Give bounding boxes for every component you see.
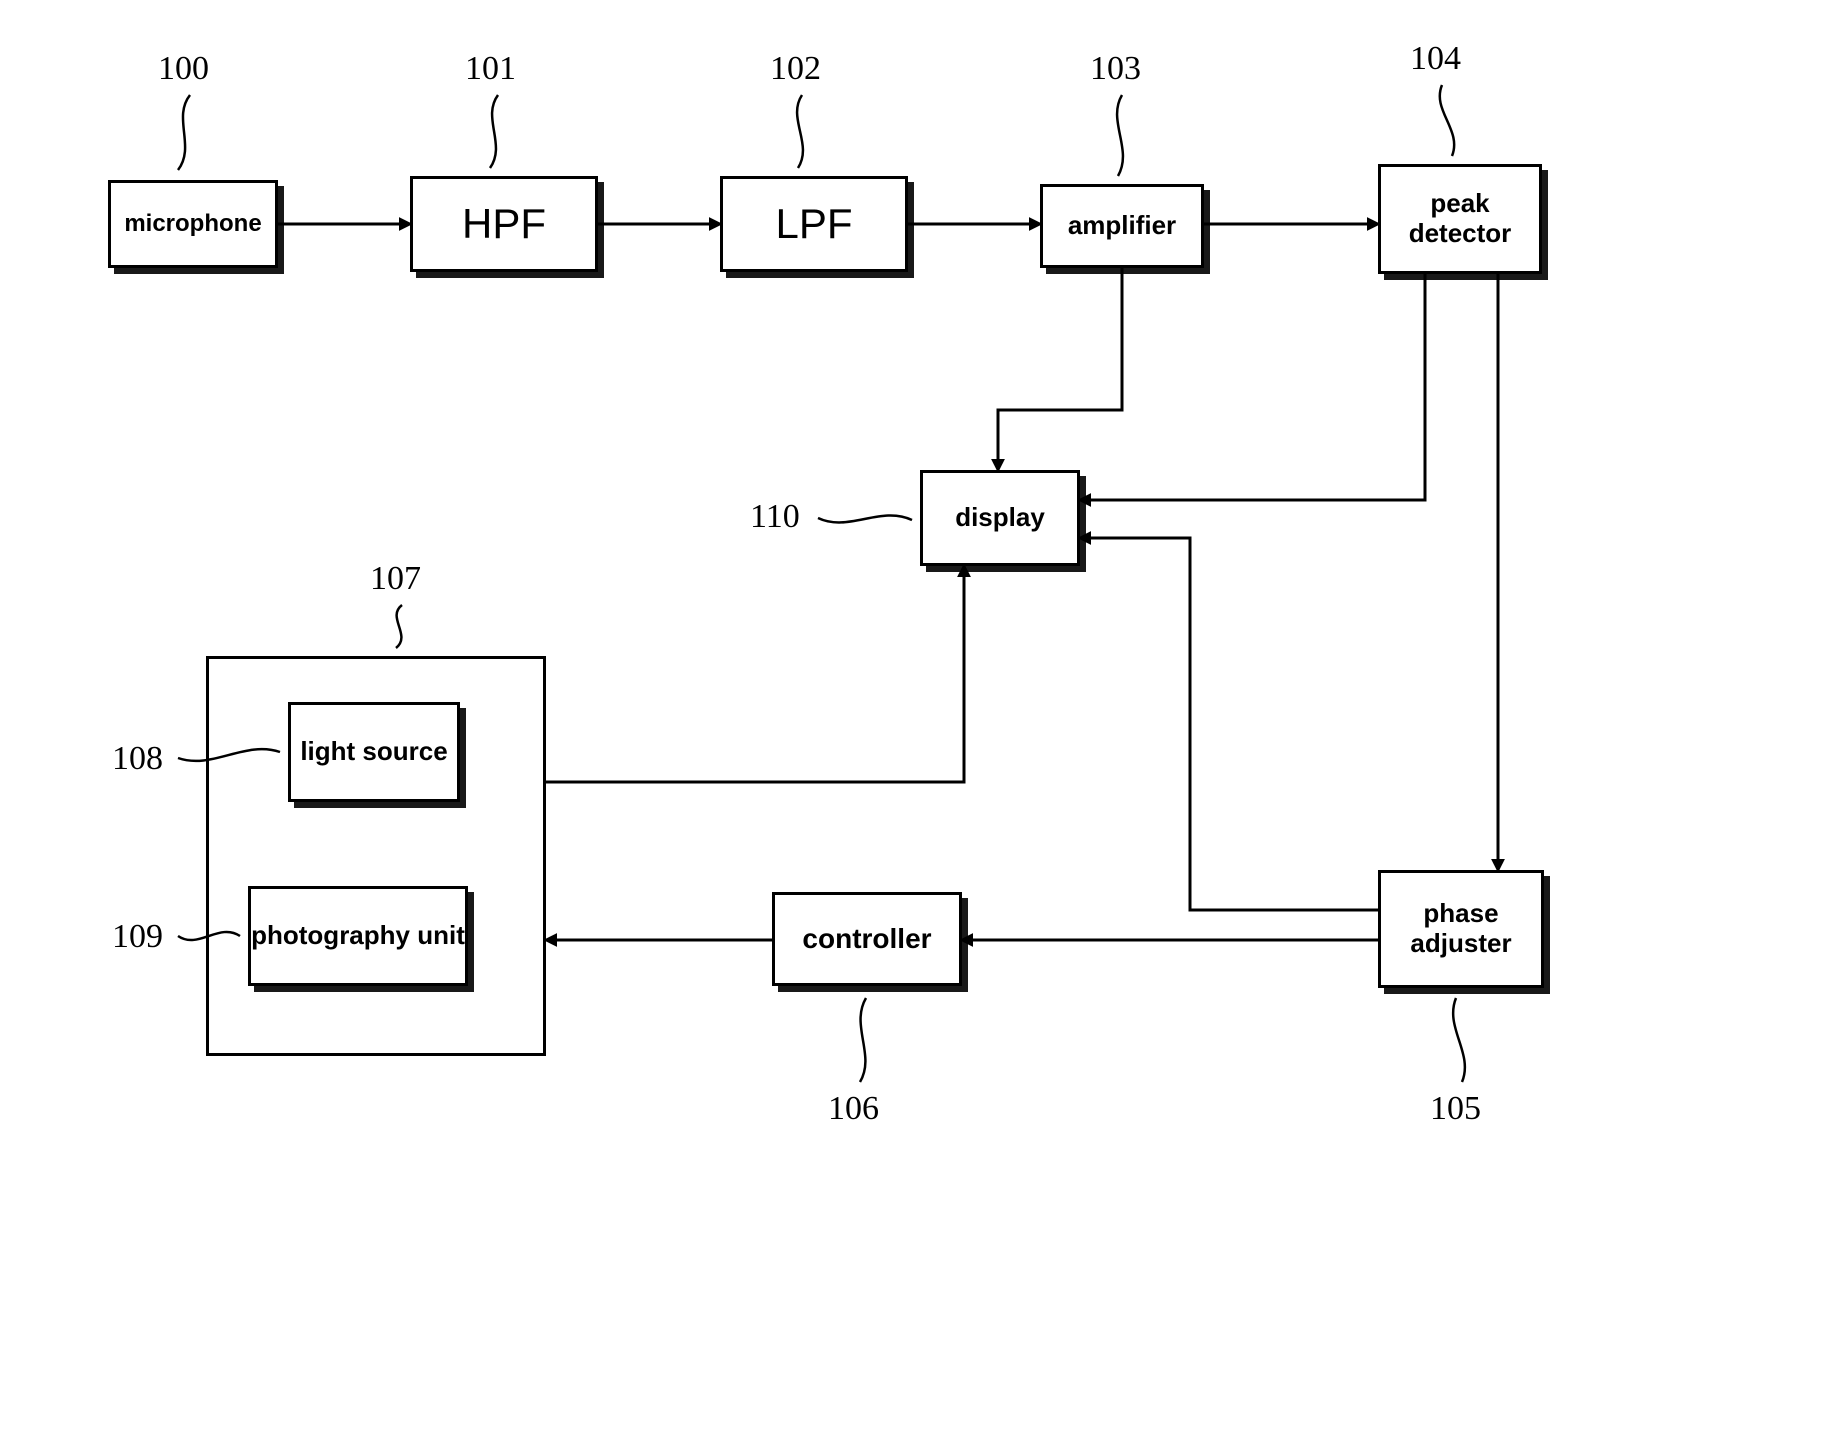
ref-label-105: 105 [1430,1090,1481,1128]
ref-label-110: 110 [750,498,800,536]
node-lpf: LPF [720,176,908,272]
leader-106 [860,998,866,1082]
node-microphone: microphone [108,180,278,268]
leader-104 [1440,85,1454,156]
node-light-source: light source [288,702,460,802]
node-label: display [955,503,1045,533]
ref-label-100: 100 [158,50,209,88]
leader-105 [1453,998,1465,1082]
ref-label-108: 108 [112,740,163,778]
edge-n107-to-n110 [546,566,964,782]
node-hpf: HPF [410,176,598,272]
node-peak-detector: peak detector [1378,164,1542,274]
node-amplifier: amplifier [1040,184,1204,268]
leader-100 [178,95,190,170]
edge-n104-to-n110 [1080,274,1425,500]
node-label: peak detector [1381,189,1539,249]
node-display: display [920,470,1080,566]
block-diagram: microphone 100 HPF 101 LPF 102 amplifier 103 pea… [0,0,1828,1438]
leader-107 [396,605,402,648]
edge-n105-to-n110 [1080,538,1378,910]
leader-102 [797,95,803,168]
ref-label-109: 109 [112,918,163,956]
ref-label-106: 106 [828,1090,879,1128]
node-label: LPF [775,200,852,248]
ref-label-103: 103 [1090,50,1141,88]
node-label: amplifier [1068,211,1176,241]
ref-label-101: 101 [465,50,516,88]
node-label: microphone [124,210,261,238]
node-label: HPF [462,200,546,248]
ref-label-104: 104 [1410,40,1461,78]
ref-label-107: 107 [370,560,421,598]
leader-103 [1117,95,1123,176]
node-phase-adjuster: phase adjuster [1378,870,1544,988]
node-label: light source [300,737,447,767]
node-label: photography unit [251,921,465,951]
ref-label-102: 102 [770,50,821,88]
leader-110 [818,516,912,523]
leader-101 [490,95,498,168]
node-label: controller [802,923,931,955]
node-controller: controller [772,892,962,986]
edge-n103-to-n110 [998,268,1122,470]
node-photography-unit: photography unit [248,886,468,986]
node-label: phase adjuster [1381,899,1541,959]
